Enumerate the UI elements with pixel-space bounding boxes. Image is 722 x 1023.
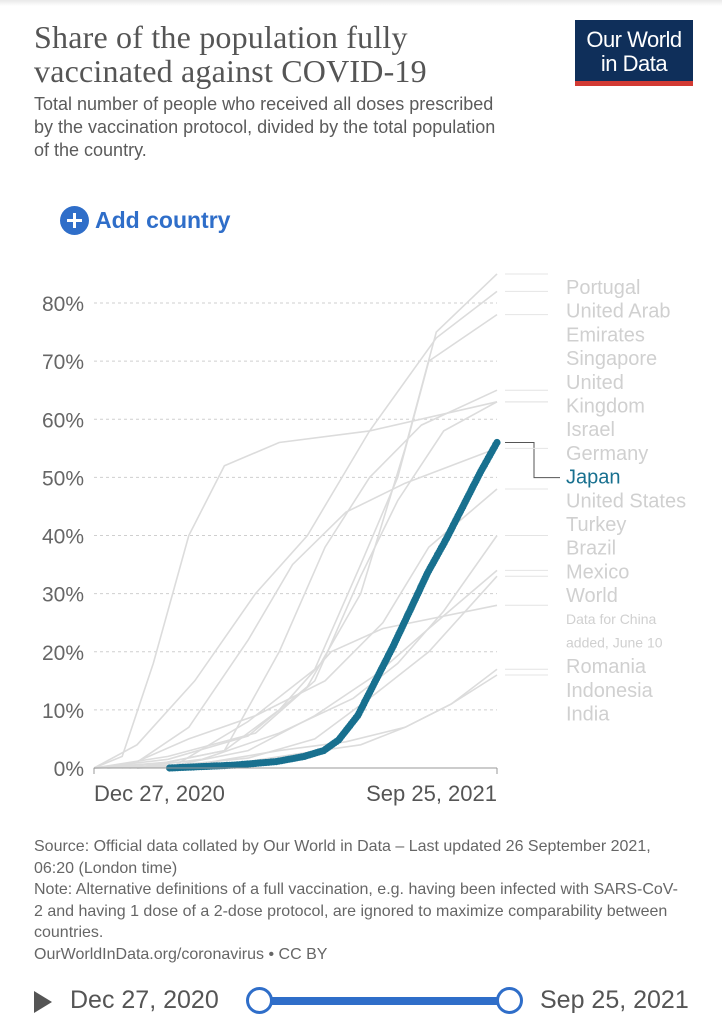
timeline-slider: Dec 27, 2020 Sep 25, 2021 [0, 980, 722, 1023]
legend-label: United States [566, 490, 686, 512]
y-tick-label: 20% [42, 642, 84, 665]
timeline-track[interactable] [258, 997, 510, 1005]
series-line [121, 488, 498, 769]
series-line [93, 447, 498, 769]
add-country-label: Add country [95, 206, 231, 233]
legend-label: United Arab [566, 301, 671, 323]
series-line [93, 273, 498, 769]
chart-title: Share of the population fully vaccinated… [34, 19, 427, 89]
legend-label: Data for China [566, 611, 656, 627]
legend-label: Emirates [566, 324, 645, 346]
legend-label: Brazil [566, 538, 616, 560]
japan-point [493, 438, 501, 447]
top-edge [0, 0, 722, 6]
series-line [93, 569, 498, 769]
y-tick-label: 10% [42, 700, 84, 723]
background-series-layer [93, 273, 498, 769]
series-line [93, 604, 498, 769]
credit-link[interactable]: OurWorldInData.org/coronavirus • CC BY [34, 945, 328, 963]
legend-connector-layer [505, 273, 560, 676]
legend-label: Germany [566, 443, 648, 465]
x-tick-label: Dec 27, 2020 [94, 781, 225, 806]
legend-label: Portugal [566, 277, 641, 299]
plus-circle-icon [60, 205, 89, 235]
legend-label: Romania [566, 656, 647, 678]
series-line [93, 401, 498, 769]
logo-line-1: Our World [586, 27, 682, 52]
legend-label-highlight: Japan [566, 467, 621, 489]
legend-connector [505, 442, 560, 479]
legend-label: Kingdom [566, 396, 645, 418]
series-line [93, 575, 498, 769]
y-tick-label: 50% [42, 467, 84, 490]
y-tick-label: 30% [42, 584, 84, 607]
y-tick-label: 80% [42, 293, 84, 316]
legend-label: Israel [566, 419, 615, 441]
legend-label: Indonesia [566, 680, 654, 702]
note-text: Note: Alternative definitions of a full … [34, 881, 678, 941]
x-axis-layer: Dec 27, 2020 Sep 25, 2021 [93, 767, 498, 806]
series-line [93, 401, 498, 769]
timeline-start-label: Dec 27, 2020 [70, 986, 219, 1014]
source-text: Source: Official data collated by Our Wo… [34, 838, 651, 877]
legend-label: World [566, 585, 618, 607]
y-tick-label: 70% [42, 351, 84, 374]
y-tick-label: 60% [42, 409, 84, 432]
timeline-end-label: Sep 25, 2021 [540, 986, 689, 1014]
legend-label: Singapore [566, 348, 657, 370]
y-tick-label: 40% [42, 526, 84, 549]
x-tick-label: Sep 25, 2021 [366, 781, 497, 806]
owid-logo[interactable]: Our World in Data [575, 20, 693, 86]
legend-label: added, June 10 [566, 635, 663, 651]
legend-label: United [566, 372, 624, 394]
logo-line-2: in Data [600, 51, 668, 76]
legend-label: Mexico [566, 561, 629, 583]
play-icon[interactable] [34, 991, 52, 1013]
highlight-series-layer [166, 438, 501, 772]
grid-layer: 0% 10% 20% 30% 40% 50% 60% 70% 80% [42, 293, 497, 781]
legend-label: Turkey [566, 514, 626, 536]
chart-footer: Source: Official data collated by Our Wo… [34, 836, 684, 965]
add-country-button[interactable]: Add country [60, 203, 230, 237]
series-line [93, 290, 498, 769]
chart-subtitle: Total number of people who received all … [34, 94, 496, 160]
timeline-end-handle[interactable] [496, 987, 523, 1014]
line-chart: 0%10%20%30%40%50%60%70%80% PortugalUnite… [42, 273, 686, 806]
legend-label: India [566, 704, 610, 726]
timeline-start-handle[interactable] [246, 987, 273, 1014]
y-tick-label: 0% [54, 758, 84, 781]
